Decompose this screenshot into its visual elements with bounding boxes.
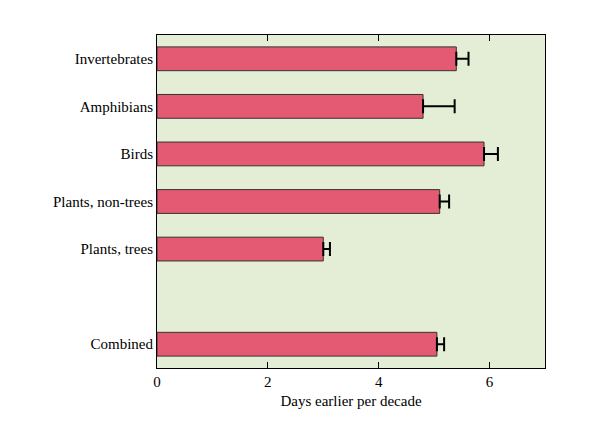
svg-text:4: 4 <box>375 374 383 390</box>
svg-text:Combined: Combined <box>91 336 154 352</box>
svg-text:2: 2 <box>264 374 272 390</box>
svg-text:Days earlier per decade: Days earlier per decade <box>280 393 422 409</box>
svg-text:0: 0 <box>153 374 161 390</box>
svg-text:Invertebrates: Invertebrates <box>75 51 153 67</box>
svg-text:Plants, trees: Plants, trees <box>81 241 154 257</box>
svg-text:Plants, non-trees: Plants, non-trees <box>53 194 153 210</box>
svg-text:6: 6 <box>486 374 494 390</box>
svg-text:Birds: Birds <box>120 146 153 162</box>
svg-text:Amphibians: Amphibians <box>80 99 153 115</box>
